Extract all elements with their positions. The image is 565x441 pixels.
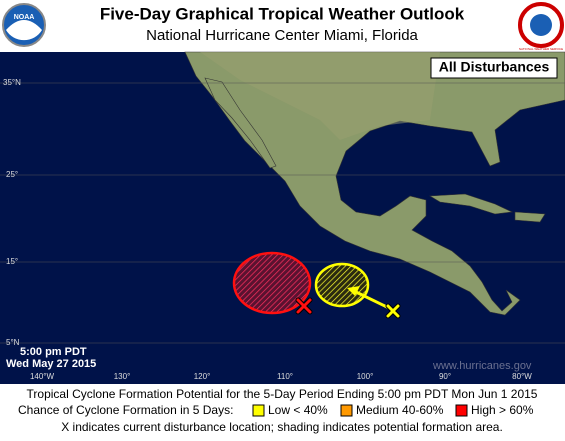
lat-label: 15°	[6, 257, 18, 266]
land	[184, 51, 565, 316]
nws-logo: NATIONAL WEATHER SERVICE	[518, 2, 564, 51]
legend-label: Medium 40-60%	[356, 403, 444, 417]
lat-label: 35°N	[3, 78, 21, 87]
label-box	[430, 57, 558, 79]
arrow-head	[347, 286, 360, 296]
map-label: All Disturbances	[439, 59, 550, 75]
map: 35°N 25° 15° 5°N 140°W 130° 120° 110° 10…	[0, 51, 565, 384]
watermark: www.hurricanes.gov	[432, 360, 532, 372]
lon-label: 90°	[439, 372, 451, 381]
lon-label: 120°	[194, 372, 211, 381]
land	[429, 193, 546, 223]
lon-label: 130°	[114, 372, 131, 381]
legend-title: Chance of Cyclone Formation in 5 Days:	[18, 403, 233, 417]
lon-label: 100°	[357, 372, 374, 381]
legend-swatch	[252, 404, 265, 417]
issued-time: 5:00 pm PDT	[20, 346, 87, 358]
legend-label: High > 60%	[471, 403, 534, 417]
high-area	[232, 251, 312, 315]
logo-text: NOAA	[14, 14, 35, 21]
land	[200, 52, 440, 140]
legend-swatch	[455, 404, 468, 417]
subtitle: National Hurricane Center Miami, Florida	[146, 27, 418, 44]
legend-swatch	[340, 404, 353, 417]
logo-text: NATIONAL WEATHER SERVICE	[519, 47, 563, 51]
header-bg	[0, 0, 565, 52]
disturbance-x	[385, 303, 401, 319]
lon-label: 110°	[277, 372, 293, 381]
disturbance-x	[295, 297, 313, 315]
land	[204, 77, 277, 169]
low-area	[314, 262, 370, 308]
motion-arrow	[355, 290, 392, 311]
lon-label: 140°W	[30, 372, 55, 381]
lat-label: 25°	[6, 170, 18, 179]
footer-line: X indicates current disturbance location…	[61, 420, 503, 434]
noaa-logo: NOAA	[2, 3, 46, 47]
lon-label: 80°W	[512, 372, 532, 381]
issued-date: Wed May 27 2015	[6, 358, 96, 370]
lat-label: 5°N	[6, 338, 20, 347]
title: Five-Day Graphical Tropical Weather Outl…	[100, 4, 465, 23]
footer-line: Tropical Cyclone Formation Potential for…	[27, 387, 538, 401]
legend-label: Low < 40%	[268, 403, 328, 417]
